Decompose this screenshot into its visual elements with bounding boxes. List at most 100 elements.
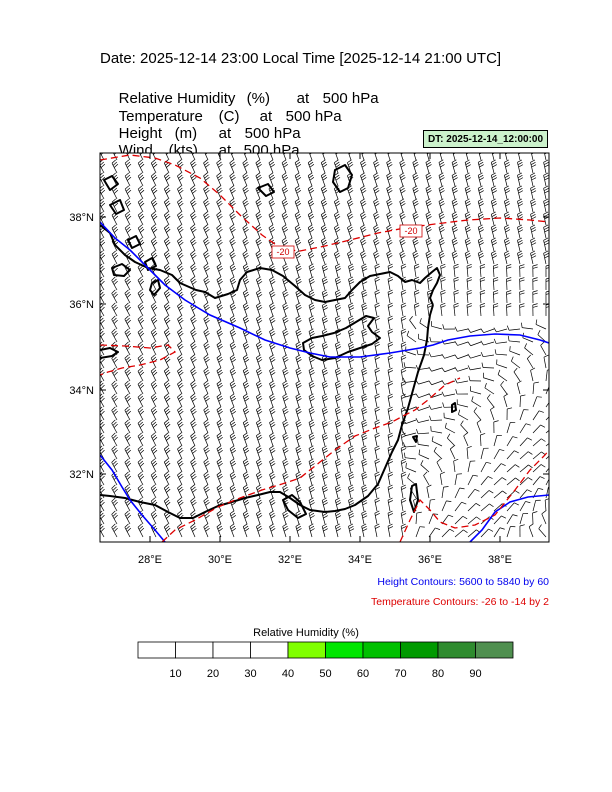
wind-barb-feather: [480, 292, 486, 295]
wind-barb-feather: [166, 488, 171, 493]
wind-barb-feather: [190, 159, 195, 164]
wind-barb-feather: [244, 176, 249, 181]
wind-barb-shaft: [545, 416, 549, 421]
wind-barb-shaft: [229, 305, 235, 317]
wind-barb-shaft: [268, 175, 274, 187]
wind-barb-shaft: [269, 305, 274, 317]
wind-barb-feather: [256, 263, 261, 267]
wind-barb-feather: [137, 471, 142, 476]
wind-barb-feather: [541, 510, 546, 515]
wind-barb-feather: [530, 200, 536, 204]
wind-barb-feather: [413, 200, 418, 205]
wind-barb-shaft: [334, 526, 339, 538]
wind-barb-feather: [100, 149, 104, 152]
wind-barb-shaft: [163, 422, 170, 434]
wind-barb-feather: [517, 172, 523, 176]
wind-barb-shaft: [307, 214, 313, 226]
wind-barb-feather: [243, 458, 248, 462]
wind-barb-feather: [466, 203, 471, 207]
wind-barb-feather: [191, 317, 196, 322]
wind-barb-feather: [178, 434, 183, 439]
wind-barb-feather: [518, 255, 524, 259]
wind-barb-feather: [191, 187, 196, 192]
wind-barb-shaft: [348, 487, 352, 499]
wind-barb-feather: [166, 267, 171, 272]
wind-barb-feather: [361, 174, 366, 179]
wind-barb-feather: [178, 265, 183, 270]
wind-barb-shaft: [532, 396, 538, 408]
wind-barb-feather: [137, 172, 143, 177]
wind-barb-shaft: [519, 437, 528, 447]
wind-barb-shaft: [100, 373, 105, 382]
wind-barb-feather: [405, 462, 407, 468]
wind-barb-shaft: [431, 380, 443, 386]
wind-barb-feather: [166, 241, 171, 246]
wind-barb-feather: [140, 202, 145, 207]
wind-barb-feather: [100, 252, 104, 257]
wind-barb-shaft: [374, 461, 378, 473]
wind-barb-feather: [166, 514, 171, 519]
wind-barb-shaft: [466, 305, 469, 317]
wind-barb-shaft: [111, 293, 118, 304]
wind-barb-feather: [203, 484, 208, 489]
coastline-small-island: [451, 402, 457, 413]
wind-barb-feather: [177, 419, 182, 424]
wind-barb-shaft: [517, 240, 521, 252]
wind-barb-shaft: [230, 153, 235, 161]
wind-barb-feather: [543, 159, 549, 163]
wind-barb-feather: [203, 224, 208, 229]
wind-barb-feather: [447, 433, 451, 439]
wind-barb-feather: [257, 281, 263, 285]
wind-barb-feather: [283, 281, 289, 285]
wind-barb-shaft: [177, 513, 183, 525]
wind-barb-feather: [400, 252, 405, 257]
wind-barb-shaft: [163, 357, 170, 369]
wind-barb-feather: [348, 263, 354, 267]
wind-barb-shaft: [544, 500, 547, 512]
wind-barb-shaft: [493, 435, 498, 447]
wind-barb-shaft: [406, 335, 417, 343]
wind-barb-feather: [335, 255, 341, 259]
wind-barb-shaft: [321, 513, 326, 525]
colorbar-swatch: [437, 641, 476, 659]
wind-barb-shaft: [426, 153, 430, 161]
wind-barb-feather: [466, 229, 471, 233]
wind-barb-feather: [310, 307, 315, 311]
wind-barb-shaft: [242, 409, 248, 421]
wind-barb-feather: [269, 213, 275, 218]
wind-barb-feather: [150, 510, 156, 515]
wind-barb-feather: [532, 277, 538, 280]
wind-barb-feather: [257, 163, 262, 168]
wind-barb-feather: [349, 528, 355, 532]
wind-barb-feather: [243, 147, 247, 150]
wind-barb-feather: [230, 265, 236, 270]
wind-barb-feather: [112, 447, 117, 452]
map-frame: [99, 152, 550, 543]
wind-barb-feather: [295, 445, 301, 449]
wind-barb-feather: [436, 458, 441, 463]
colorbar-label: 50: [319, 668, 332, 680]
wind-barb-feather: [231, 241, 236, 246]
wind-barb-feather: [388, 487, 394, 490]
wind-barb-shaft: [457, 354, 469, 360]
wind-barb-feather: [282, 200, 288, 205]
wind-barb-shaft: [308, 513, 313, 525]
wind-barb-feather: [283, 372, 289, 376]
wind-barb-feather: [309, 164, 315, 168]
wind-barb-feather: [166, 423, 171, 428]
wind-barb-feather: [152, 226, 157, 231]
wind-barb-feather: [308, 276, 314, 280]
wind-barb-feather: [166, 319, 171, 324]
wind-barb-shaft: [111, 449, 118, 460]
wind-barb-feather: [138, 382, 144, 387]
wind-barb-feather: [531, 242, 537, 246]
wind-barb-feather: [348, 499, 354, 503]
wind-barb-feather: [152, 200, 157, 205]
wind-barb-feather: [453, 242, 458, 246]
wind-barb-feather: [387, 177, 393, 181]
wind-barb-feather: [165, 473, 170, 478]
wind-barb-feather: [309, 486, 315, 491]
wind-barb-feather: [308, 187, 314, 192]
wind-barb-shaft: [282, 383, 287, 395]
wind-barb-feather: [165, 200, 170, 205]
